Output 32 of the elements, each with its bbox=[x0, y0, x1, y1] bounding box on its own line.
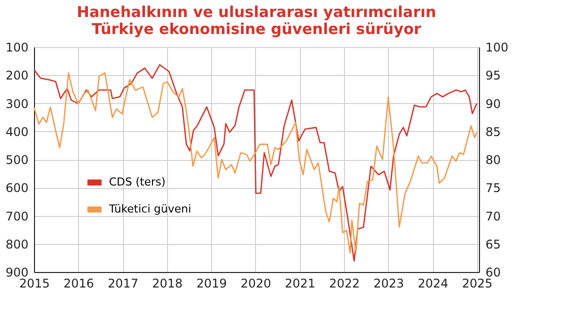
y-tick-label: 600 bbox=[6, 181, 28, 196]
y2-tick-label: 90 bbox=[486, 96, 501, 111]
y2-tick-label: 100 bbox=[486, 40, 508, 54]
x-tick-label: 2025 bbox=[462, 276, 493, 290]
x-tick-label: 2023 bbox=[373, 276, 404, 290]
x-tick-label: 2017 bbox=[108, 276, 138, 290]
x-tick-label: 2018 bbox=[152, 276, 183, 290]
y2-tick-label: 80 bbox=[486, 153, 501, 167]
y2-tick-label: 85 bbox=[486, 124, 501, 139]
x-tick-label: 2020 bbox=[240, 276, 272, 290]
y-tick-label: 700 bbox=[6, 209, 28, 224]
x-tick-label: 2015 bbox=[19, 276, 50, 290]
y2-tick-label: 75 bbox=[486, 181, 501, 196]
x-tick-label: 2019 bbox=[196, 276, 227, 290]
y-tick-label: 300 bbox=[6, 96, 28, 111]
y-tick-label: 200 bbox=[6, 68, 28, 83]
x-tick-label: 2024 bbox=[418, 276, 448, 290]
legend-label: CDS (ters) bbox=[109, 176, 166, 188]
y2-tick-label: 95 bbox=[486, 68, 501, 83]
legend-label: Tüketici güveni bbox=[108, 202, 192, 216]
x-tick-label: 2021 bbox=[284, 276, 316, 290]
y-tick-label: 500 bbox=[6, 153, 28, 167]
y-tick-label: 100 bbox=[6, 40, 28, 54]
y2-tick-label: 65 bbox=[486, 237, 501, 252]
chart-title: Hanehalkının ve uluslararası yatırımcıların Türkiye ekonomisine güvenleri sürüyor bbox=[76, 3, 436, 38]
y2-tick-label: 60 bbox=[486, 266, 501, 280]
y-tick-label: 900 bbox=[6, 266, 28, 280]
y2-tick-label: 70 bbox=[486, 209, 501, 224]
x-tick-label: 2016 bbox=[64, 276, 94, 290]
y-tick-label: 800 bbox=[6, 237, 28, 252]
y-tick-label: 400 bbox=[6, 124, 28, 139]
x-tick-label: 2022 bbox=[329, 276, 360, 290]
